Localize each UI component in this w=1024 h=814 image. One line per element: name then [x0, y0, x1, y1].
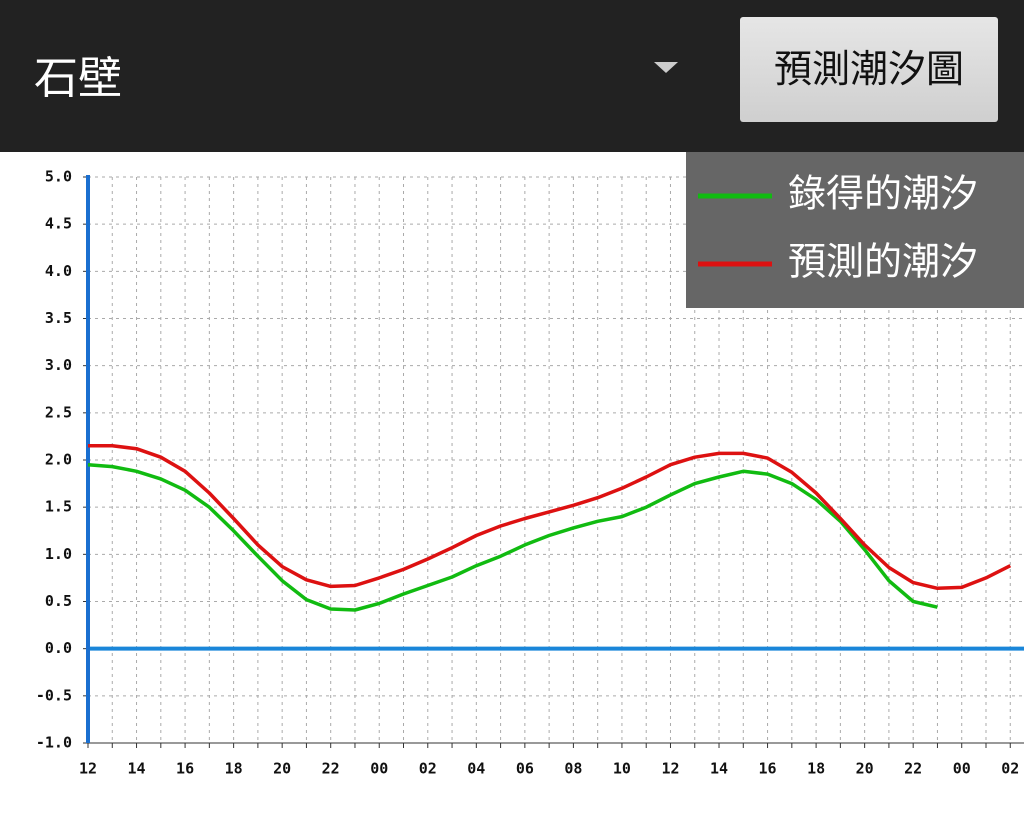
- x-tick-label: 14: [710, 760, 728, 778]
- top-bar: 石壁 預測潮汐圖: [0, 0, 1024, 152]
- x-tick-label: 22: [904, 760, 922, 778]
- y-tick-label: 4.5: [45, 215, 72, 233]
- legend-box: [686, 152, 1024, 308]
- x-tick-label: 04: [467, 760, 485, 778]
- y-tick-label: 3.5: [45, 309, 72, 327]
- y-tick-label: 2.5: [45, 403, 72, 421]
- station-name[interactable]: 石壁: [34, 53, 122, 104]
- x-tick-label: 12: [661, 760, 679, 778]
- legend-label: 錄得的潮汐: [788, 172, 978, 216]
- tide-line: [88, 444, 1012, 591]
- y-tick-label: 5.0: [45, 168, 72, 186]
- x-tick-label: 14: [128, 760, 146, 778]
- x-tick-label: 16: [176, 760, 194, 778]
- y-tick-label: 1.0: [45, 545, 72, 563]
- x-tick-label: 12: [79, 760, 97, 778]
- y-tick-label: 0.5: [45, 592, 72, 610]
- x-tick-label: 02: [419, 760, 437, 778]
- x-tick-label: 20: [273, 760, 291, 778]
- x-tick-label: 00: [953, 760, 971, 778]
- x-tick-label: 10: [613, 760, 631, 778]
- x-tick-label: 20: [856, 760, 874, 778]
- x-tick-label: 16: [759, 760, 777, 778]
- y-tick-label: 3.0: [45, 356, 72, 374]
- predict-button[interactable]: 預測潮汐圖: [740, 17, 998, 122]
- dropdown-arrow[interactable]: [654, 62, 678, 73]
- x-tick-label: 02: [1001, 760, 1019, 778]
- legend-label: 預測的潮汐: [788, 240, 978, 284]
- y-tick-label: -0.5: [36, 686, 72, 704]
- x-tick-label: 18: [807, 760, 825, 778]
- tide-line: [87, 462, 938, 612]
- y-tick-label: 4.0: [45, 262, 72, 280]
- x-tick-label: 06: [516, 760, 534, 778]
- y-tick-label: 2.0: [45, 451, 72, 469]
- chart: -1.0 -0.5 0.0 0.5 1.0 1.5 2.0 2.5 3.0 3.5 4.0 4.5 5.…: [36, 152, 1024, 778]
- y-tick-label: -1.0: [36, 734, 72, 752]
- x-tick-label: 08: [564, 760, 582, 778]
- x-tick-label: 22: [322, 760, 340, 778]
- y-tick-label: 1.5: [45, 498, 72, 516]
- y-tick-label: 0.0: [45, 639, 72, 657]
- x-tick-label: 00: [370, 760, 388, 778]
- x-tick-label: 18: [225, 760, 243, 778]
